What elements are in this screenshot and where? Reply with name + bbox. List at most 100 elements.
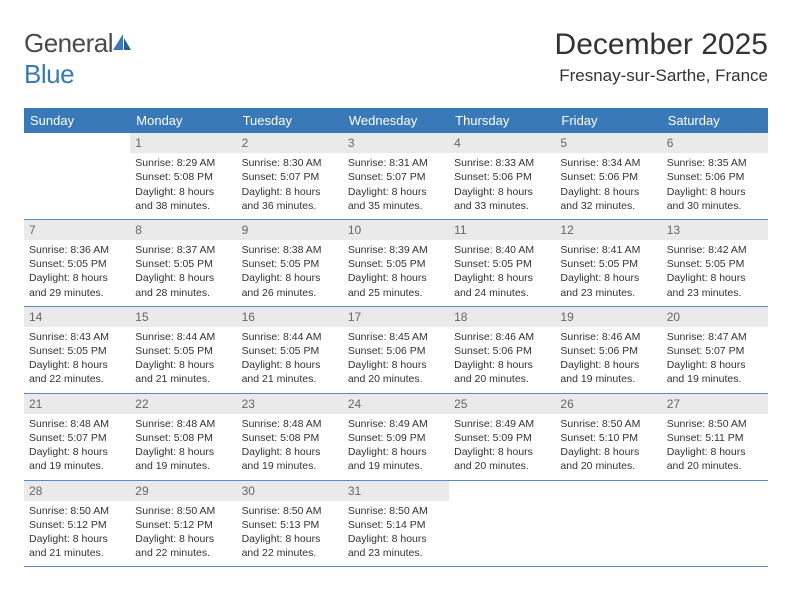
daylight-line: Daylight: 8 hours and 19 minutes. <box>667 358 763 386</box>
daylight-line: Daylight: 8 hours and 20 minutes. <box>348 358 444 386</box>
calendar-cell: 9Sunrise: 8:38 AMSunset: 5:05 PMDaylight… <box>237 219 343 306</box>
sunrise-line: Sunrise: 8:50 AM <box>348 504 444 518</box>
calendar-cell: 5Sunrise: 8:34 AMSunset: 5:06 PMDaylight… <box>555 133 661 219</box>
sunrise-line: Sunrise: 8:30 AM <box>242 156 338 170</box>
calendar-cell: 7Sunrise: 8:36 AMSunset: 5:05 PMDaylight… <box>24 219 130 306</box>
day-number: 21 <box>24 394 130 414</box>
day-number: 12 <box>555 220 661 240</box>
sunrise-line: Sunrise: 8:29 AM <box>135 156 231 170</box>
day-number: 14 <box>24 307 130 327</box>
sunrise-line: Sunrise: 8:45 AM <box>348 330 444 344</box>
sunset-line: Sunset: 5:13 PM <box>242 518 338 532</box>
daylight-line: Daylight: 8 hours and 30 minutes. <box>667 185 763 213</box>
calendar-week: 28Sunrise: 8:50 AMSunset: 5:12 PMDayligh… <box>24 480 768 567</box>
sunset-line: Sunset: 5:05 PM <box>135 344 231 358</box>
title-block: December 2025 Fresnay-sur-Sarthe, France <box>555 28 768 86</box>
sunrise-line: Sunrise: 8:50 AM <box>29 504 125 518</box>
sunrise-line: Sunrise: 8:46 AM <box>454 330 550 344</box>
logo-text: GeneralBlue <box>24 28 133 90</box>
calendar-cell: 26Sunrise: 8:50 AMSunset: 5:10 PMDayligh… <box>555 393 661 480</box>
sunrise-line: Sunrise: 8:46 AM <box>560 330 656 344</box>
sunset-line: Sunset: 5:08 PM <box>242 431 338 445</box>
sunrise-line: Sunrise: 8:37 AM <box>135 243 231 257</box>
daylight-line: Daylight: 8 hours and 20 minutes. <box>560 445 656 473</box>
sunrise-line: Sunrise: 8:43 AM <box>29 330 125 344</box>
calendar-cell: 13Sunrise: 8:42 AMSunset: 5:05 PMDayligh… <box>662 219 768 306</box>
calendar-cell: 2Sunrise: 8:30 AMSunset: 5:07 PMDaylight… <box>237 133 343 219</box>
day-number: 10 <box>343 220 449 240</box>
day-number: 3 <box>343 133 449 153</box>
daylight-line: Daylight: 8 hours and 36 minutes. <box>242 185 338 213</box>
sunrise-line: Sunrise: 8:40 AM <box>454 243 550 257</box>
daylight-line: Daylight: 8 hours and 23 minutes. <box>560 271 656 299</box>
daylight-line: Daylight: 8 hours and 25 minutes. <box>348 271 444 299</box>
day-header: Friday <box>555 108 661 133</box>
calendar-table: SundayMondayTuesdayWednesdayThursdayFrid… <box>24 108 768 567</box>
day-number: 19 <box>555 307 661 327</box>
sunrise-line: Sunrise: 8:49 AM <box>348 417 444 431</box>
day-number: 25 <box>449 394 555 414</box>
calendar-cell: 24Sunrise: 8:49 AMSunset: 5:09 PMDayligh… <box>343 393 449 480</box>
day-header: Tuesday <box>237 108 343 133</box>
sunset-line: Sunset: 5:09 PM <box>348 431 444 445</box>
sunrise-line: Sunrise: 8:42 AM <box>667 243 763 257</box>
sunset-line: Sunset: 5:06 PM <box>348 344 444 358</box>
sunset-line: Sunset: 5:06 PM <box>560 170 656 184</box>
daylight-line: Daylight: 8 hours and 20 minutes. <box>454 358 550 386</box>
day-number: 31 <box>343 481 449 501</box>
sunset-line: Sunset: 5:05 PM <box>242 257 338 271</box>
sunrise-line: Sunrise: 8:48 AM <box>29 417 125 431</box>
sunset-line: Sunset: 5:12 PM <box>29 518 125 532</box>
calendar-cell: 27Sunrise: 8:50 AMSunset: 5:11 PMDayligh… <box>662 393 768 480</box>
day-header: Thursday <box>449 108 555 133</box>
sunrise-line: Sunrise: 8:39 AM <box>348 243 444 257</box>
daylight-line: Daylight: 8 hours and 38 minutes. <box>135 185 231 213</box>
calendar-cell: 12Sunrise: 8:41 AMSunset: 5:05 PMDayligh… <box>555 219 661 306</box>
calendar-cell: 19Sunrise: 8:46 AMSunset: 5:06 PMDayligh… <box>555 306 661 393</box>
calendar-cell: 6Sunrise: 8:35 AMSunset: 5:06 PMDaylight… <box>662 133 768 219</box>
sunset-line: Sunset: 5:07 PM <box>348 170 444 184</box>
calendar-cell: 14Sunrise: 8:43 AMSunset: 5:05 PMDayligh… <box>24 306 130 393</box>
daylight-line: Daylight: 8 hours and 21 minutes. <box>135 358 231 386</box>
day-number: 26 <box>555 394 661 414</box>
sunrise-line: Sunrise: 8:50 AM <box>560 417 656 431</box>
sunrise-line: Sunrise: 8:44 AM <box>242 330 338 344</box>
daylight-line: Daylight: 8 hours and 19 minutes. <box>560 358 656 386</box>
calendar-week: 1Sunrise: 8:29 AMSunset: 5:08 PMDaylight… <box>24 133 768 219</box>
calendar-cell <box>449 480 555 567</box>
sunrise-line: Sunrise: 8:50 AM <box>135 504 231 518</box>
calendar-cell: 1Sunrise: 8:29 AMSunset: 5:08 PMDaylight… <box>130 133 236 219</box>
day-number: 23 <box>237 394 343 414</box>
calendar-cell: 25Sunrise: 8:49 AMSunset: 5:09 PMDayligh… <box>449 393 555 480</box>
sunrise-line: Sunrise: 8:35 AM <box>667 156 763 170</box>
day-number: 16 <box>237 307 343 327</box>
calendar-cell: 11Sunrise: 8:40 AMSunset: 5:05 PMDayligh… <box>449 219 555 306</box>
day-header: Sunday <box>24 108 130 133</box>
calendar-cell: 21Sunrise: 8:48 AMSunset: 5:07 PMDayligh… <box>24 393 130 480</box>
calendar-cell <box>555 480 661 567</box>
daylight-line: Daylight: 8 hours and 23 minutes. <box>667 271 763 299</box>
daylight-line: Daylight: 8 hours and 26 minutes. <box>242 271 338 299</box>
daylight-line: Daylight: 8 hours and 19 minutes. <box>29 445 125 473</box>
sunrise-line: Sunrise: 8:31 AM <box>348 156 444 170</box>
sunrise-line: Sunrise: 8:38 AM <box>242 243 338 257</box>
day-number: 29 <box>130 481 236 501</box>
day-number: 5 <box>555 133 661 153</box>
day-number: 15 <box>130 307 236 327</box>
sunrise-line: Sunrise: 8:50 AM <box>242 504 338 518</box>
calendar-cell: 23Sunrise: 8:48 AMSunset: 5:08 PMDayligh… <box>237 393 343 480</box>
sunset-line: Sunset: 5:05 PM <box>560 257 656 271</box>
sunset-line: Sunset: 5:11 PM <box>667 431 763 445</box>
daylight-line: Daylight: 8 hours and 32 minutes. <box>560 185 656 213</box>
sunset-line: Sunset: 5:05 PM <box>242 344 338 358</box>
calendar-cell: 3Sunrise: 8:31 AMSunset: 5:07 PMDaylight… <box>343 133 449 219</box>
sunrise-line: Sunrise: 8:50 AM <box>667 417 763 431</box>
daylight-line: Daylight: 8 hours and 22 minutes. <box>29 358 125 386</box>
calendar-cell: 20Sunrise: 8:47 AMSunset: 5:07 PMDayligh… <box>662 306 768 393</box>
sunset-line: Sunset: 5:05 PM <box>348 257 444 271</box>
day-number: 4 <box>449 133 555 153</box>
page-header: GeneralBlue December 2025 Fresnay-sur-Sa… <box>24 28 768 90</box>
calendar-cell: 29Sunrise: 8:50 AMSunset: 5:12 PMDayligh… <box>130 480 236 567</box>
day-number: 22 <box>130 394 236 414</box>
sunrise-line: Sunrise: 8:33 AM <box>454 156 550 170</box>
